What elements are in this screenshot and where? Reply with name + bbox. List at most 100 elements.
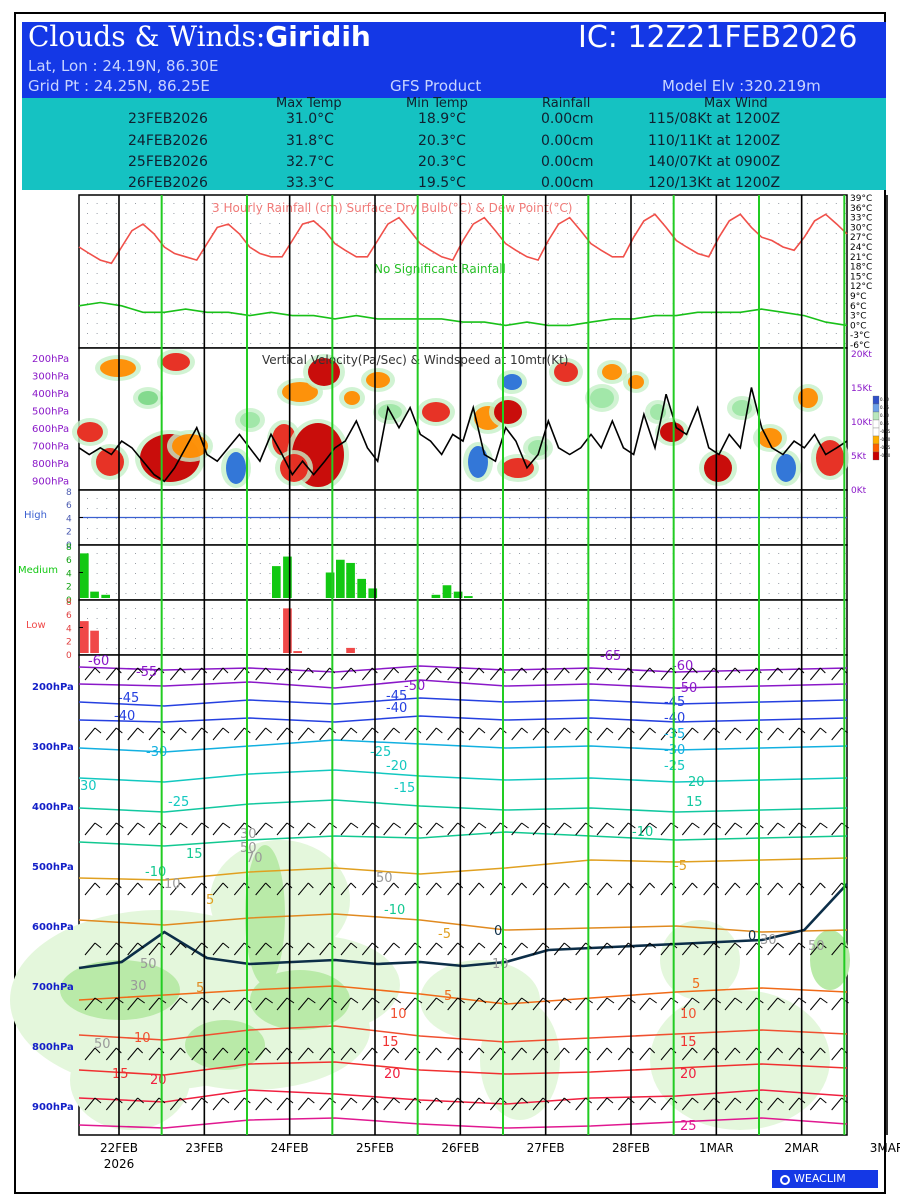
grid-dot — [643, 343, 645, 344]
wind-barb-shaft — [703, 1097, 715, 1111]
grid-dot — [816, 608, 818, 609]
grid-dot — [643, 528, 645, 529]
grid-dot — [135, 628, 136, 629]
wind-barb-feather — [692, 997, 700, 1004]
grid-dot — [144, 538, 146, 539]
grid-dot — [720, 518, 722, 519]
row-date: 26FEB2026 — [128, 175, 208, 191]
grid-dot — [317, 573, 319, 574]
grid-dot — [826, 283, 828, 284]
grid-dot — [365, 303, 367, 304]
grid-dot — [480, 273, 482, 274]
grid-dot — [355, 323, 357, 324]
grid-dot — [711, 273, 712, 274]
grid-dot — [576, 343, 578, 344]
contour-label: 50 — [808, 939, 825, 954]
grid-dot — [154, 498, 156, 499]
grid-dot — [787, 508, 789, 509]
grid-dot — [739, 593, 741, 594]
grid-dot — [845, 528, 847, 529]
grid-dot — [135, 518, 136, 519]
grid-dot — [144, 638, 146, 639]
grid-dot — [720, 323, 722, 324]
grid-dot — [163, 293, 165, 294]
grid-dot — [471, 233, 472, 234]
grid-dot — [826, 518, 828, 519]
grid-dot — [442, 608, 444, 609]
grid-dot — [519, 253, 520, 254]
grid-dot — [154, 273, 156, 274]
grid-dot — [711, 343, 712, 344]
wind-barb-feather — [435, 882, 442, 889]
wind-barb-shaft — [596, 1097, 608, 1111]
grid-dot — [663, 593, 664, 594]
wind-barb-shaft — [255, 1047, 267, 1061]
grid-dot — [115, 203, 117, 204]
grid-dot — [394, 573, 396, 574]
grid-dot — [643, 213, 645, 214]
grid-dot — [701, 243, 703, 244]
grid-dot — [327, 343, 328, 344]
grid-dot — [125, 233, 127, 234]
weaclim-brand[interactable]: WEACLIM — [772, 1170, 878, 1188]
grid-dot — [96, 573, 98, 574]
grid-dot — [211, 648, 213, 649]
grid-dot — [691, 233, 693, 234]
grid-dot — [720, 563, 722, 564]
grid-dot — [624, 243, 626, 244]
wind-barb-feather — [564, 1097, 571, 1104]
wind-barb-feather — [265, 1047, 272, 1054]
grid-dot — [307, 313, 309, 314]
contour-label: -40 — [386, 701, 407, 716]
wind-barb-shaft — [809, 1047, 821, 1061]
wind-barb-shaft — [319, 942, 331, 956]
contour-label: -45 — [118, 691, 139, 706]
grid-dot — [691, 553, 693, 554]
grid-dot — [720, 553, 722, 554]
grid-dot — [442, 313, 444, 314]
grid-dot — [451, 638, 453, 639]
grid-dot — [835, 293, 837, 294]
grid-dot — [787, 553, 789, 554]
grid-dot — [403, 233, 405, 234]
temperature-grid — [87, 203, 847, 344]
grid-dot — [528, 313, 530, 314]
grid-dot — [432, 253, 434, 254]
grid-dot — [298, 618, 300, 619]
grid-dot — [816, 593, 818, 594]
grid-dot — [720, 293, 722, 294]
grid-dot — [778, 608, 780, 609]
grid-dot — [394, 508, 396, 509]
grid-dot — [115, 573, 117, 574]
wind-barb-shaft — [767, 882, 779, 896]
grid-dot — [509, 573, 511, 574]
title-prefix: Clouds & Winds: — [28, 20, 266, 53]
grid-dot — [163, 343, 165, 344]
grid-dot — [154, 263, 156, 264]
grid-dot — [336, 648, 338, 649]
grid-dot — [720, 343, 722, 344]
grid-dot — [586, 293, 588, 294]
grid-dot — [826, 213, 828, 214]
grid-dot — [807, 273, 808, 274]
grid-dot — [778, 528, 780, 529]
grid-dot — [115, 638, 117, 639]
wind-barb-shaft — [105, 1097, 117, 1111]
contour-label: 20 — [680, 1067, 697, 1082]
wind-barb-feather — [116, 997, 124, 1004]
grid-dot — [173, 573, 175, 574]
cloud-grid — [87, 608, 847, 649]
contour-label: 15 — [382, 1035, 399, 1050]
wind-barb-feather — [521, 1097, 528, 1104]
grid-dot — [106, 563, 108, 564]
grid-dot — [634, 333, 636, 334]
grid-dot — [701, 323, 703, 324]
wind-barb-feather — [649, 1097, 656, 1104]
grid-dot — [154, 253, 156, 254]
grid-dot — [327, 528, 328, 529]
grid-dot — [432, 628, 434, 629]
grid-dot — [384, 273, 386, 274]
grid-dot — [413, 573, 415, 574]
grid-dot — [231, 223, 232, 224]
grid-dot — [509, 553, 511, 554]
